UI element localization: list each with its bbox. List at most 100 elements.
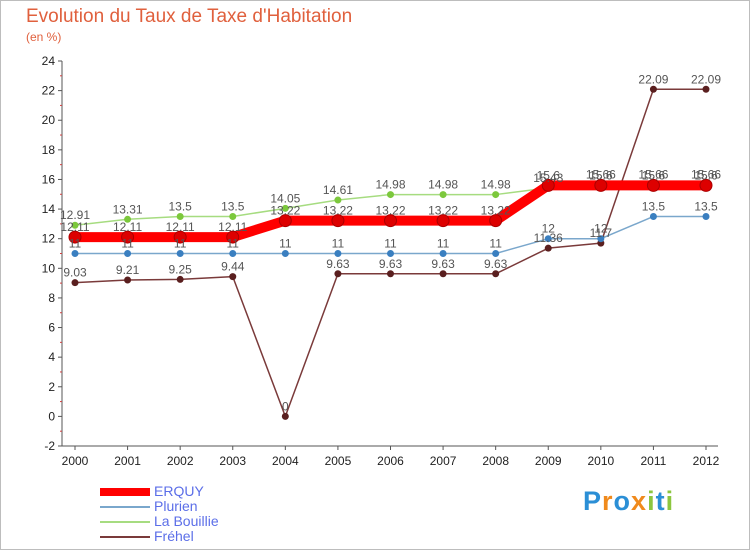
- y-tick-label: 12: [42, 232, 56, 246]
- data-point-frehel: [649, 85, 657, 93]
- logo-letter: i: [647, 486, 656, 516]
- data-label-plurien: 11: [69, 237, 82, 251]
- data-point-frehel: [71, 279, 79, 287]
- legend-label-la-bouillie: La Bouillie: [154, 513, 219, 529]
- y-tick-label: -2: [44, 439, 55, 453]
- data-label-plurien: 11: [279, 237, 292, 251]
- y-tick-label: 10: [42, 261, 56, 275]
- data-point-la-bouillie: [387, 191, 394, 199]
- x-tick-label: 2005: [325, 454, 352, 468]
- data-label-la-bouillie: 12.91: [60, 208, 90, 222]
- data-point-plurien: [229, 250, 237, 257]
- data-point-erquy: [68, 230, 82, 244]
- data-label-la-bouillie: 15.66: [586, 167, 616, 181]
- data-point-frehel: [702, 85, 710, 93]
- chart-subtitle: (en %): [26, 30, 62, 44]
- y-tick-label: 16: [42, 172, 56, 186]
- data-label-la-bouillie: 15.66: [638, 167, 668, 181]
- data-point-la-bouillie: [71, 221, 79, 229]
- legend-label-plurien: Plurien: [154, 498, 198, 514]
- data-point-erquy: [436, 214, 450, 228]
- legend: ERQUY Plurien La Bouillie Fréhel: [100, 484, 300, 544]
- data-point-la-bouillie: [124, 215, 132, 223]
- data-label-erquy: 12.11: [218, 220, 247, 234]
- data-label-erquy: 13.22: [481, 204, 511, 218]
- legend-swatch-frehel: [100, 536, 150, 538]
- x-tick-label: 2000: [62, 454, 89, 468]
- data-point-la-bouillie: [229, 212, 237, 220]
- data-point-plurien: [597, 235, 605, 243]
- data-label-la-bouillie: 15.66: [691, 167, 721, 181]
- y-tick-label: 22: [42, 84, 56, 98]
- data-label-plurien: 13.5: [642, 199, 666, 213]
- data-point-erquy: [384, 214, 397, 228]
- data-labels-layer: 12.11 12.11 12.11 12.11 13.22 13.22 13.22 13.22…: [60, 72, 721, 413]
- data-label-la-bouillie: 13.31: [113, 202, 143, 216]
- data-label-la-bouillie: 14.98: [375, 178, 405, 192]
- data-point-erquy: [646, 178, 660, 192]
- legend-swatch-plurien: [100, 506, 150, 508]
- legend-label-frehel: Fréhel: [154, 528, 194, 544]
- data-label-la-bouillie: 14.98: [481, 178, 511, 192]
- data-label-erquy: 15.6: [694, 168, 718, 182]
- data-label-frehel: 9.44: [221, 260, 245, 274]
- data-label-la-bouillie: 13.5: [168, 199, 192, 213]
- data-point-erquy: [226, 230, 240, 244]
- data-point-plurien: [334, 250, 342, 257]
- data-label-erquy: 13.22: [428, 204, 458, 218]
- logo-letter: r: [602, 486, 614, 516]
- data-label-la-bouillie: 14.05: [270, 191, 300, 205]
- x-tick-label: 2004: [272, 454, 299, 468]
- logo-letter: x: [631, 486, 648, 516]
- data-point-la-bouillie: [281, 204, 289, 212]
- y-tick-label: 8: [48, 291, 55, 305]
- data-label-plurien: 11: [489, 237, 502, 251]
- data-point-frehel: [492, 270, 500, 278]
- chart-title: Evolution du Taux de Taxe d'Habitation: [26, 6, 353, 27]
- data-label-la-bouillie: 14.98: [428, 178, 458, 192]
- data-label-erquy: 15.6: [537, 168, 561, 182]
- y-tick-label: 24: [42, 54, 56, 68]
- data-label-plurien: 12: [594, 222, 608, 236]
- data-point-erquy: [173, 230, 187, 244]
- data-label-plurien: 13.5: [694, 199, 718, 213]
- x-tick-label: 2012: [693, 454, 720, 468]
- data-point-la-bouillie: [334, 196, 342, 204]
- data-point-la-bouillie: [176, 212, 184, 220]
- data-point-erquy: [594, 178, 608, 192]
- y-tick-label: 4: [48, 350, 55, 364]
- legend-item-la-bouillie: La Bouillie: [100, 514, 300, 529]
- data-point-plurien: [649, 212, 657, 220]
- x-tick-label: 2002: [167, 454, 194, 468]
- x-tick-label: 2009: [535, 454, 562, 468]
- data-point-frehel: [544, 244, 552, 252]
- data-point-erquy: [541, 178, 555, 192]
- x-tick-label: 2003: [219, 454, 246, 468]
- data-label-frehel: 9.63: [431, 257, 455, 271]
- x-tick-label: 2010: [587, 454, 614, 468]
- data-point-erquy: [331, 214, 345, 228]
- data-point-erquy: [699, 178, 713, 192]
- x-tick-label: 2001: [114, 454, 141, 468]
- data-label-frehel: 9.63: [326, 257, 350, 271]
- y-tick-label: 18: [42, 143, 56, 157]
- logo-letter: i: [665, 486, 675, 516]
- data-label-la-bouillie: 13.5: [221, 199, 245, 213]
- logo-letter: t: [655, 486, 666, 516]
- data-label-frehel: 9.21: [116, 263, 140, 277]
- data-point-la-bouillie: [492, 191, 500, 199]
- data-point-frehel: [439, 270, 447, 278]
- y-tick-label: 20: [42, 113, 56, 127]
- data-label-frehel: 9.63: [379, 257, 403, 271]
- data-point-erquy: [121, 230, 135, 244]
- data-point-erquy: [489, 214, 503, 228]
- legend-item-frehel: Fréhel: [100, 529, 300, 544]
- data-label-frehel: 9.03: [63, 266, 87, 280]
- data-label-la-bouillie: 15.43: [533, 171, 563, 185]
- data-label-frehel: 22.09: [691, 72, 721, 86]
- data-point-plurien: [439, 250, 447, 257]
- data-label-plurien: 11: [227, 237, 240, 251]
- data-point-plurien: [387, 250, 394, 257]
